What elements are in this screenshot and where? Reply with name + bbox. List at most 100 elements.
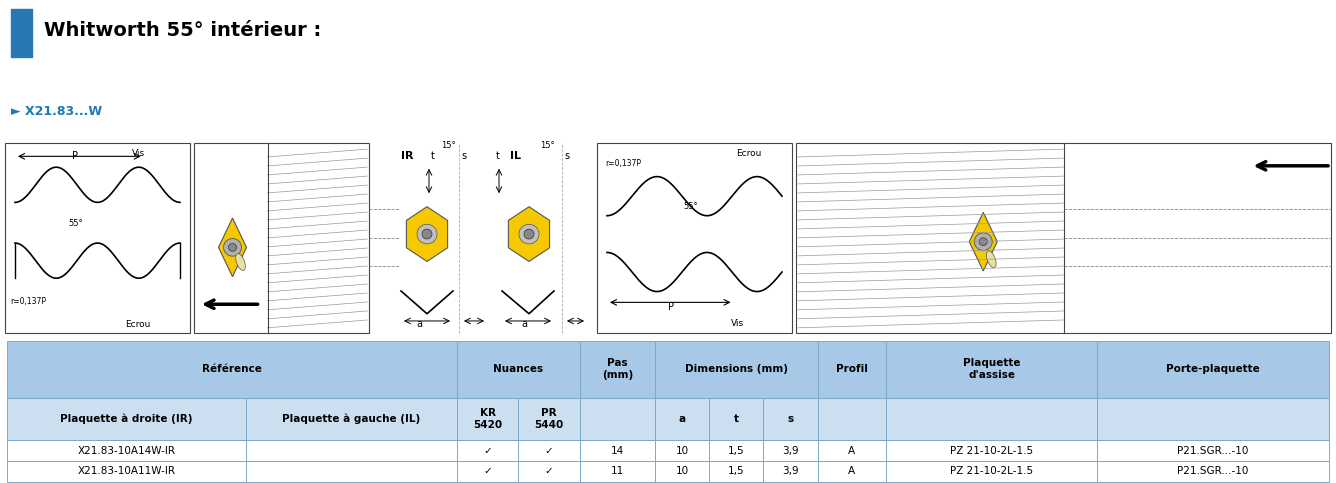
- Bar: [818, 461, 886, 482]
- Text: Ecrou: Ecrou: [736, 149, 762, 158]
- Bar: [818, 440, 886, 461]
- Text: a: a: [679, 414, 685, 424]
- Bar: [518, 440, 580, 461]
- Text: Plaquette à gauche (IL): Plaquette à gauche (IL): [282, 413, 421, 424]
- Bar: [886, 341, 1097, 398]
- Polygon shape: [406, 207, 448, 261]
- Bar: [457, 398, 518, 440]
- Bar: [655, 341, 818, 398]
- Bar: [1097, 341, 1329, 398]
- Circle shape: [524, 229, 534, 239]
- Text: A: A: [848, 466, 855, 476]
- Circle shape: [417, 224, 437, 244]
- Text: Plaquette
d'assise: Plaquette d'assise: [963, 358, 1021, 380]
- Text: IL: IL: [510, 151, 521, 161]
- Bar: [580, 341, 655, 398]
- Circle shape: [979, 238, 987, 245]
- Text: P: P: [72, 151, 79, 161]
- Bar: [194, 143, 369, 333]
- Bar: [763, 461, 818, 482]
- Bar: [597, 143, 792, 333]
- Bar: [709, 461, 763, 482]
- Text: s: s: [787, 414, 794, 424]
- Bar: [886, 461, 1097, 482]
- Text: 11: 11: [611, 466, 624, 476]
- Text: Plaquette à droite (IR): Plaquette à droite (IR): [60, 413, 192, 424]
- Text: 55°: 55°: [68, 219, 83, 228]
- Bar: [709, 398, 763, 440]
- Bar: [7, 341, 457, 398]
- Bar: [457, 461, 518, 482]
- Text: Vis: Vis: [132, 149, 144, 158]
- Bar: [709, 440, 763, 461]
- Bar: [518, 461, 580, 482]
- Bar: [886, 398, 1097, 440]
- Text: t: t: [432, 151, 436, 161]
- Text: Dimensions (mm): Dimensions (mm): [685, 364, 788, 374]
- Text: Ecrou: Ecrou: [126, 320, 151, 329]
- Text: 15°: 15°: [540, 141, 554, 150]
- Ellipse shape: [986, 251, 997, 268]
- Text: A: A: [848, 446, 855, 455]
- Text: Profil: Profil: [836, 364, 868, 374]
- Text: a: a: [415, 319, 422, 329]
- Text: Nuances: Nuances: [493, 364, 544, 374]
- Text: 1,5: 1,5: [728, 446, 744, 455]
- Polygon shape: [219, 218, 247, 277]
- Bar: [7, 440, 246, 461]
- Bar: [518, 398, 580, 440]
- Text: Vis: Vis: [731, 319, 744, 328]
- Text: t: t: [496, 151, 500, 161]
- Circle shape: [223, 239, 242, 256]
- Text: 1,5: 1,5: [728, 466, 744, 476]
- Text: PZ 21-10-2L-1.5: PZ 21-10-2L-1.5: [950, 466, 1033, 476]
- Text: 55°: 55°: [683, 202, 697, 212]
- Bar: [796, 143, 1331, 333]
- Text: PR
5440: PR 5440: [534, 408, 564, 430]
- Bar: [7, 461, 246, 482]
- Bar: [457, 440, 518, 461]
- Text: a: a: [521, 319, 526, 329]
- Bar: [11, 9, 32, 57]
- Text: 10: 10: [676, 466, 689, 476]
- Bar: [1097, 440, 1329, 461]
- Bar: [246, 440, 457, 461]
- Text: r=0,137P: r=0,137P: [9, 297, 45, 306]
- Text: P21.SGR...-10: P21.SGR...-10: [1177, 466, 1249, 476]
- Bar: [580, 398, 655, 440]
- Bar: [5, 143, 190, 333]
- Text: r=0,137P: r=0,137P: [605, 159, 641, 168]
- Bar: [763, 398, 818, 440]
- Bar: [246, 398, 457, 440]
- Bar: [457, 341, 580, 398]
- Bar: [886, 440, 1097, 461]
- Bar: [763, 440, 818, 461]
- Text: t: t: [733, 414, 739, 424]
- Text: Whitworth 55° intérieur :: Whitworth 55° intérieur :: [44, 21, 322, 40]
- Bar: [655, 461, 709, 482]
- Bar: [818, 341, 886, 398]
- Text: 3,9: 3,9: [783, 466, 799, 476]
- Text: IR: IR: [401, 151, 414, 161]
- Text: s: s: [461, 151, 466, 161]
- Text: Porte-plaquette: Porte-plaquette: [1166, 364, 1260, 374]
- Text: ✓: ✓: [484, 466, 492, 476]
- Circle shape: [422, 229, 432, 239]
- Text: Pas
(mm): Pas (mm): [601, 358, 633, 380]
- Circle shape: [228, 243, 236, 251]
- Bar: [7, 398, 246, 440]
- Text: P21.SGR...-10: P21.SGR...-10: [1177, 446, 1249, 455]
- Bar: [1097, 398, 1329, 440]
- Text: ✓: ✓: [545, 446, 553, 455]
- Bar: [580, 440, 655, 461]
- Text: ✓: ✓: [545, 466, 553, 476]
- Ellipse shape: [235, 254, 246, 270]
- Bar: [1097, 461, 1329, 482]
- Text: ✓: ✓: [484, 446, 492, 455]
- Text: 14: 14: [611, 446, 624, 455]
- Text: ► X21.83...W: ► X21.83...W: [11, 105, 102, 117]
- Bar: [580, 461, 655, 482]
- Text: P: P: [668, 302, 675, 312]
- Text: X21.83-10A11W-IR: X21.83-10A11W-IR: [77, 466, 175, 476]
- Text: 10: 10: [676, 446, 689, 455]
